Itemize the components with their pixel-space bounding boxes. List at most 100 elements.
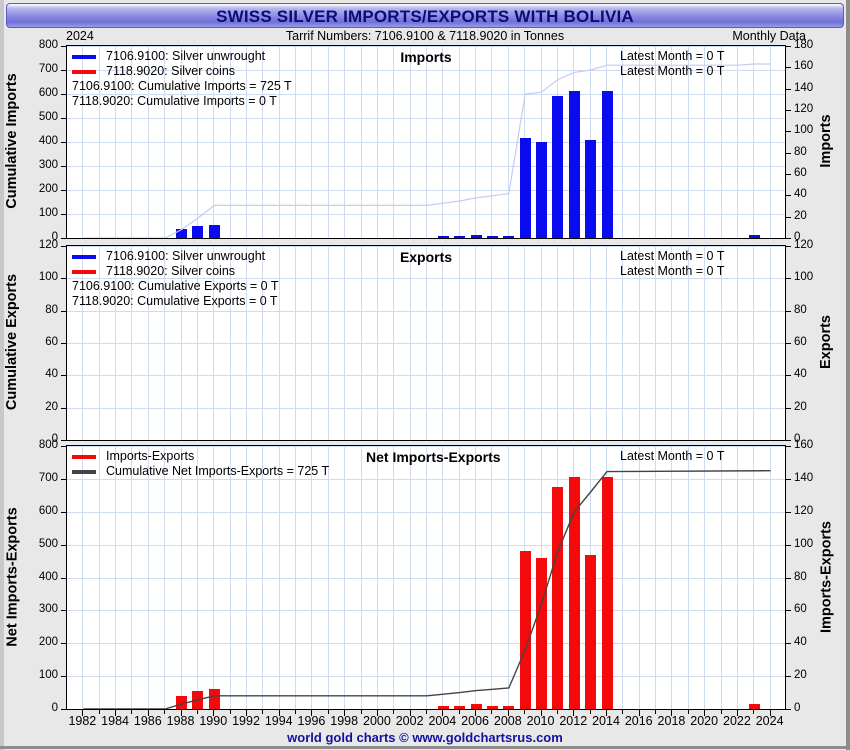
y-tick-mark-right <box>786 676 791 677</box>
x-tick-mark <box>704 710 705 716</box>
x-tick-label: 2016 <box>624 714 653 728</box>
legend-swatch-blue <box>72 255 96 259</box>
y-tick-label-left: 120 <box>38 239 58 251</box>
y-tick-label-right: 60 <box>794 167 807 179</box>
latest-month-note: Latest Month = 0 T <box>620 249 725 263</box>
panel-title-imports: Imports <box>400 49 452 65</box>
grid-line-horizontal <box>67 46 785 47</box>
y-tick-label-left: 200 <box>38 183 58 195</box>
y-tick-mark-left <box>61 375 66 376</box>
data-bar <box>437 705 449 709</box>
y-tick-mark-right <box>786 512 791 513</box>
data-bar <box>486 235 498 238</box>
legend-label: 7118.9020: Silver coins <box>106 264 236 278</box>
y-tick-mark-right <box>786 278 791 279</box>
y-tick-label-right: 60 <box>794 336 807 348</box>
right-axis-title: Imports <box>818 114 834 168</box>
grid-line-horizontal <box>67 278 785 279</box>
left-axis-title: Net Imports-Exports <box>4 506 20 647</box>
grid-line-vertical <box>377 446 378 709</box>
y-tick-label-left: 500 <box>38 538 58 550</box>
y-tick-label-right: 80 <box>794 571 807 583</box>
legend-label: Cumulative Net Imports-Exports = 725 T <box>106 464 330 478</box>
x-tick-mark <box>508 710 509 716</box>
legend-note: 7118.9020: Cumulative Imports = 0 T <box>72 94 277 108</box>
exports-panel <box>66 245 786 441</box>
right-edge-band <box>846 0 850 750</box>
grid-line-vertical <box>295 446 296 709</box>
grid-line-horizontal <box>67 408 785 409</box>
y-tick-label-left: 100 <box>38 271 58 283</box>
window-titlebar: SWISS SILVER IMPORTS/EXPORTS WITH BOLIVI… <box>6 3 844 28</box>
y-tick-mark-right <box>786 375 791 376</box>
legend-swatch-dark <box>72 470 96 474</box>
x-tick-mark <box>721 710 722 714</box>
data-bar <box>748 704 760 709</box>
right-axis-title: Imports-Exports <box>818 520 834 633</box>
grid-line-vertical <box>770 446 771 709</box>
x-tick-label: 2018 <box>657 714 686 728</box>
y-tick-label-left: 100 <box>38 207 58 219</box>
grid-line-horizontal <box>67 214 785 215</box>
y-tick-mark-left <box>61 118 66 119</box>
grid-line-vertical <box>442 446 443 709</box>
x-tick-label: 1996 <box>297 714 326 728</box>
y-tick-label-right: 100 <box>794 271 814 283</box>
x-tick-mark <box>753 710 754 714</box>
x-tick-mark <box>246 710 247 716</box>
y-tick-mark-right <box>786 545 791 546</box>
grid-line-vertical <box>410 446 411 709</box>
legend-row: 7106.9100: Silver unwrought <box>72 49 292 64</box>
grid-line-vertical <box>753 446 754 709</box>
data-bar <box>585 554 597 709</box>
y-tick-label-left: 0 <box>51 433 58 445</box>
legend-swatch-red <box>72 70 96 74</box>
grid-line-vertical <box>197 446 198 709</box>
bottom-rule <box>0 746 850 749</box>
x-tick-mark <box>131 710 132 714</box>
grid-line-horizontal <box>67 343 785 344</box>
y-tick-label-left: 100 <box>38 669 58 681</box>
y-tick-mark-left <box>61 46 66 47</box>
x-tick-label: 2012 <box>559 714 588 728</box>
y-tick-label-right: 0 <box>794 231 801 243</box>
y-tick-label-right: 100 <box>794 124 814 136</box>
grid-line-horizontal <box>67 311 785 312</box>
grid-line-vertical <box>344 446 345 709</box>
y-tick-mark-left <box>61 214 66 215</box>
exports-plot-area <box>67 246 785 440</box>
y-tick-mark-right <box>786 153 791 154</box>
legend-imports: 7106.9100: Silver unwrought 7118.9020: Si… <box>72 49 292 109</box>
cumulative-line <box>83 470 771 709</box>
data-bar <box>568 477 580 709</box>
y-tick-label-left: 80 <box>45 304 58 316</box>
y-tick-mark-left <box>61 676 66 677</box>
data-bar <box>176 229 188 238</box>
data-bar <box>470 234 482 238</box>
x-tick-mark <box>671 710 672 716</box>
y-tick-label-right: 120 <box>794 505 814 517</box>
legend-note: 7106.9100: Cumulative Imports = 725 T <box>72 79 292 93</box>
x-tick-mark <box>197 710 198 714</box>
grid-line-vertical <box>361 446 362 709</box>
left-axis-title: Cumulative Imports <box>4 73 20 209</box>
x-axis-ticks <box>66 710 786 716</box>
x-tick-mark <box>279 710 280 716</box>
y-tick-mark-left <box>61 246 66 247</box>
grid-line-horizontal <box>67 118 785 119</box>
y-tick-label-left: 40 <box>45 368 58 380</box>
grid-line-vertical <box>131 446 132 709</box>
grid-line-horizontal <box>67 512 785 513</box>
data-bar <box>437 235 449 238</box>
legend-swatch-blue <box>72 55 96 59</box>
y-tick-mark-right <box>786 446 791 447</box>
x-tick-mark <box>393 710 394 714</box>
grid-line-vertical <box>164 446 165 709</box>
x-tick-label: 1982 <box>68 714 97 728</box>
data-bar <box>552 487 564 709</box>
x-tick-label: 2010 <box>526 714 555 728</box>
y-tick-label-left: 600 <box>38 87 58 99</box>
x-tick-label: 2000 <box>363 714 391 728</box>
grid-line-vertical <box>655 446 656 709</box>
